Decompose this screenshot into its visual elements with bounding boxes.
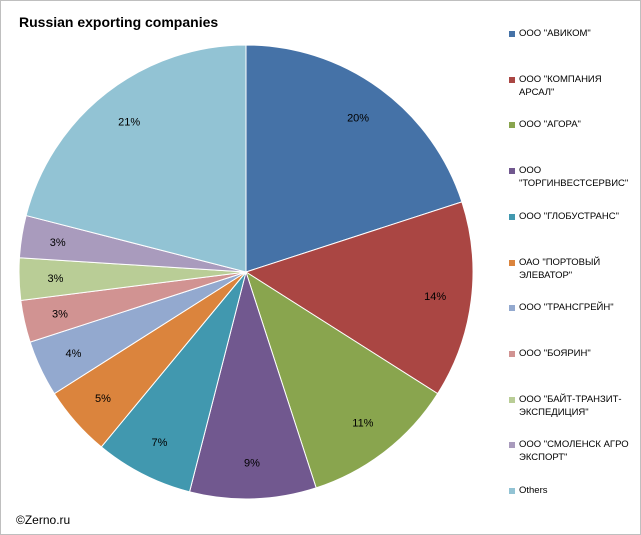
pie-slice-label-10: 21% xyxy=(118,116,140,128)
legend-swatch xyxy=(509,488,515,494)
legend-label: ООО "БОЯРИН" xyxy=(519,347,591,359)
legend-label: ООО "СМОЛЕНСК АГРО ЭКСПОРТ" xyxy=(519,439,629,464)
legend-item: ООО "ТОРГИНВЕСТСЕРВИС" xyxy=(509,164,628,190)
legend-label: ООО "АГОРА" xyxy=(519,119,581,131)
legend-item: ООО "БАЙТ-ТРАНЗИТ- ЭКСПЕДИЦИЯ" xyxy=(509,393,622,419)
legend-item: Others xyxy=(509,484,548,497)
legend-swatch xyxy=(509,305,515,312)
legend-label: ООО "АВИКОМ" xyxy=(519,28,591,39)
legend-label: Others xyxy=(519,485,548,496)
legend-item: ООО "ТРАНСГРЕЙН" xyxy=(509,301,614,314)
legend-label: ООО "БАЙТ-ТРАНЗИТ- ЭКСПЕДИЦИЯ" xyxy=(519,393,622,418)
legend-label: ООО "КОМПАНИЯ АРСАЛ" xyxy=(519,73,602,98)
legend-item: ООО "АГОРА" xyxy=(509,118,581,131)
chart-title: Russian exporting companies xyxy=(19,14,219,30)
legend-label: ООО "ГЛОБУСТРАНС" xyxy=(519,210,619,222)
pie-slice-label-4: 7% xyxy=(151,437,167,449)
pie-slice-0 xyxy=(245,44,463,273)
pie-slice-10 xyxy=(25,44,247,273)
legend-swatch xyxy=(509,350,515,357)
legend-label: ОАО "ПОРТОВЫЙ ЭЛЕВАТОР" xyxy=(519,256,601,281)
pie-slice-label-9: 3% xyxy=(50,237,66,249)
legend-item: ООО "КОМПАНИЯ АРСАЛ" xyxy=(509,73,639,99)
pie-slice-label-7: 3% xyxy=(52,309,68,321)
legend-swatch xyxy=(509,442,515,449)
legend-item: ООО "СМОЛЕНСК АГРО ЭКСПОРТ" xyxy=(509,438,629,464)
pie-slice-1 xyxy=(244,201,474,395)
legend-swatch xyxy=(509,122,515,129)
legend-swatch xyxy=(509,259,515,266)
legend-swatch xyxy=(509,396,515,403)
watermark-text: ©Zerno.ru xyxy=(16,513,71,527)
pie-slice-label-5: 5% xyxy=(95,393,111,405)
legend-item: ООО "АВИКОМ" xyxy=(509,27,591,40)
legend-item: ООО "БОЯРИН" xyxy=(509,347,591,360)
legend-swatch xyxy=(509,76,515,83)
pie-slice-label-6: 4% xyxy=(66,348,82,360)
pie-slice-3 xyxy=(188,270,317,500)
pie-slice-label-8: 3% xyxy=(47,273,63,285)
pie-slice-label-2: 11% xyxy=(352,418,373,430)
legend-item: ОАО "ПОРТОВЫЙ ЭЛЕВАТОР" xyxy=(509,256,600,282)
legend-label: ООО "ТОРГИНВЕСТСЕРВИС" xyxy=(519,165,629,190)
legend-label: ООО "ТРАНСГРЕЙН" xyxy=(519,302,614,314)
pie-slice-label-3: 9% xyxy=(244,458,260,470)
legend-swatch xyxy=(509,31,515,37)
legend-swatch xyxy=(509,213,515,220)
legend-swatch xyxy=(509,168,515,175)
pie-slice-label-0: 20% xyxy=(347,113,369,125)
legend-item: ООО "ГЛОБУСТРАНС" xyxy=(509,210,619,223)
pie-slice-label-1: 14% xyxy=(424,291,446,303)
pie-slice-2 xyxy=(245,270,439,489)
